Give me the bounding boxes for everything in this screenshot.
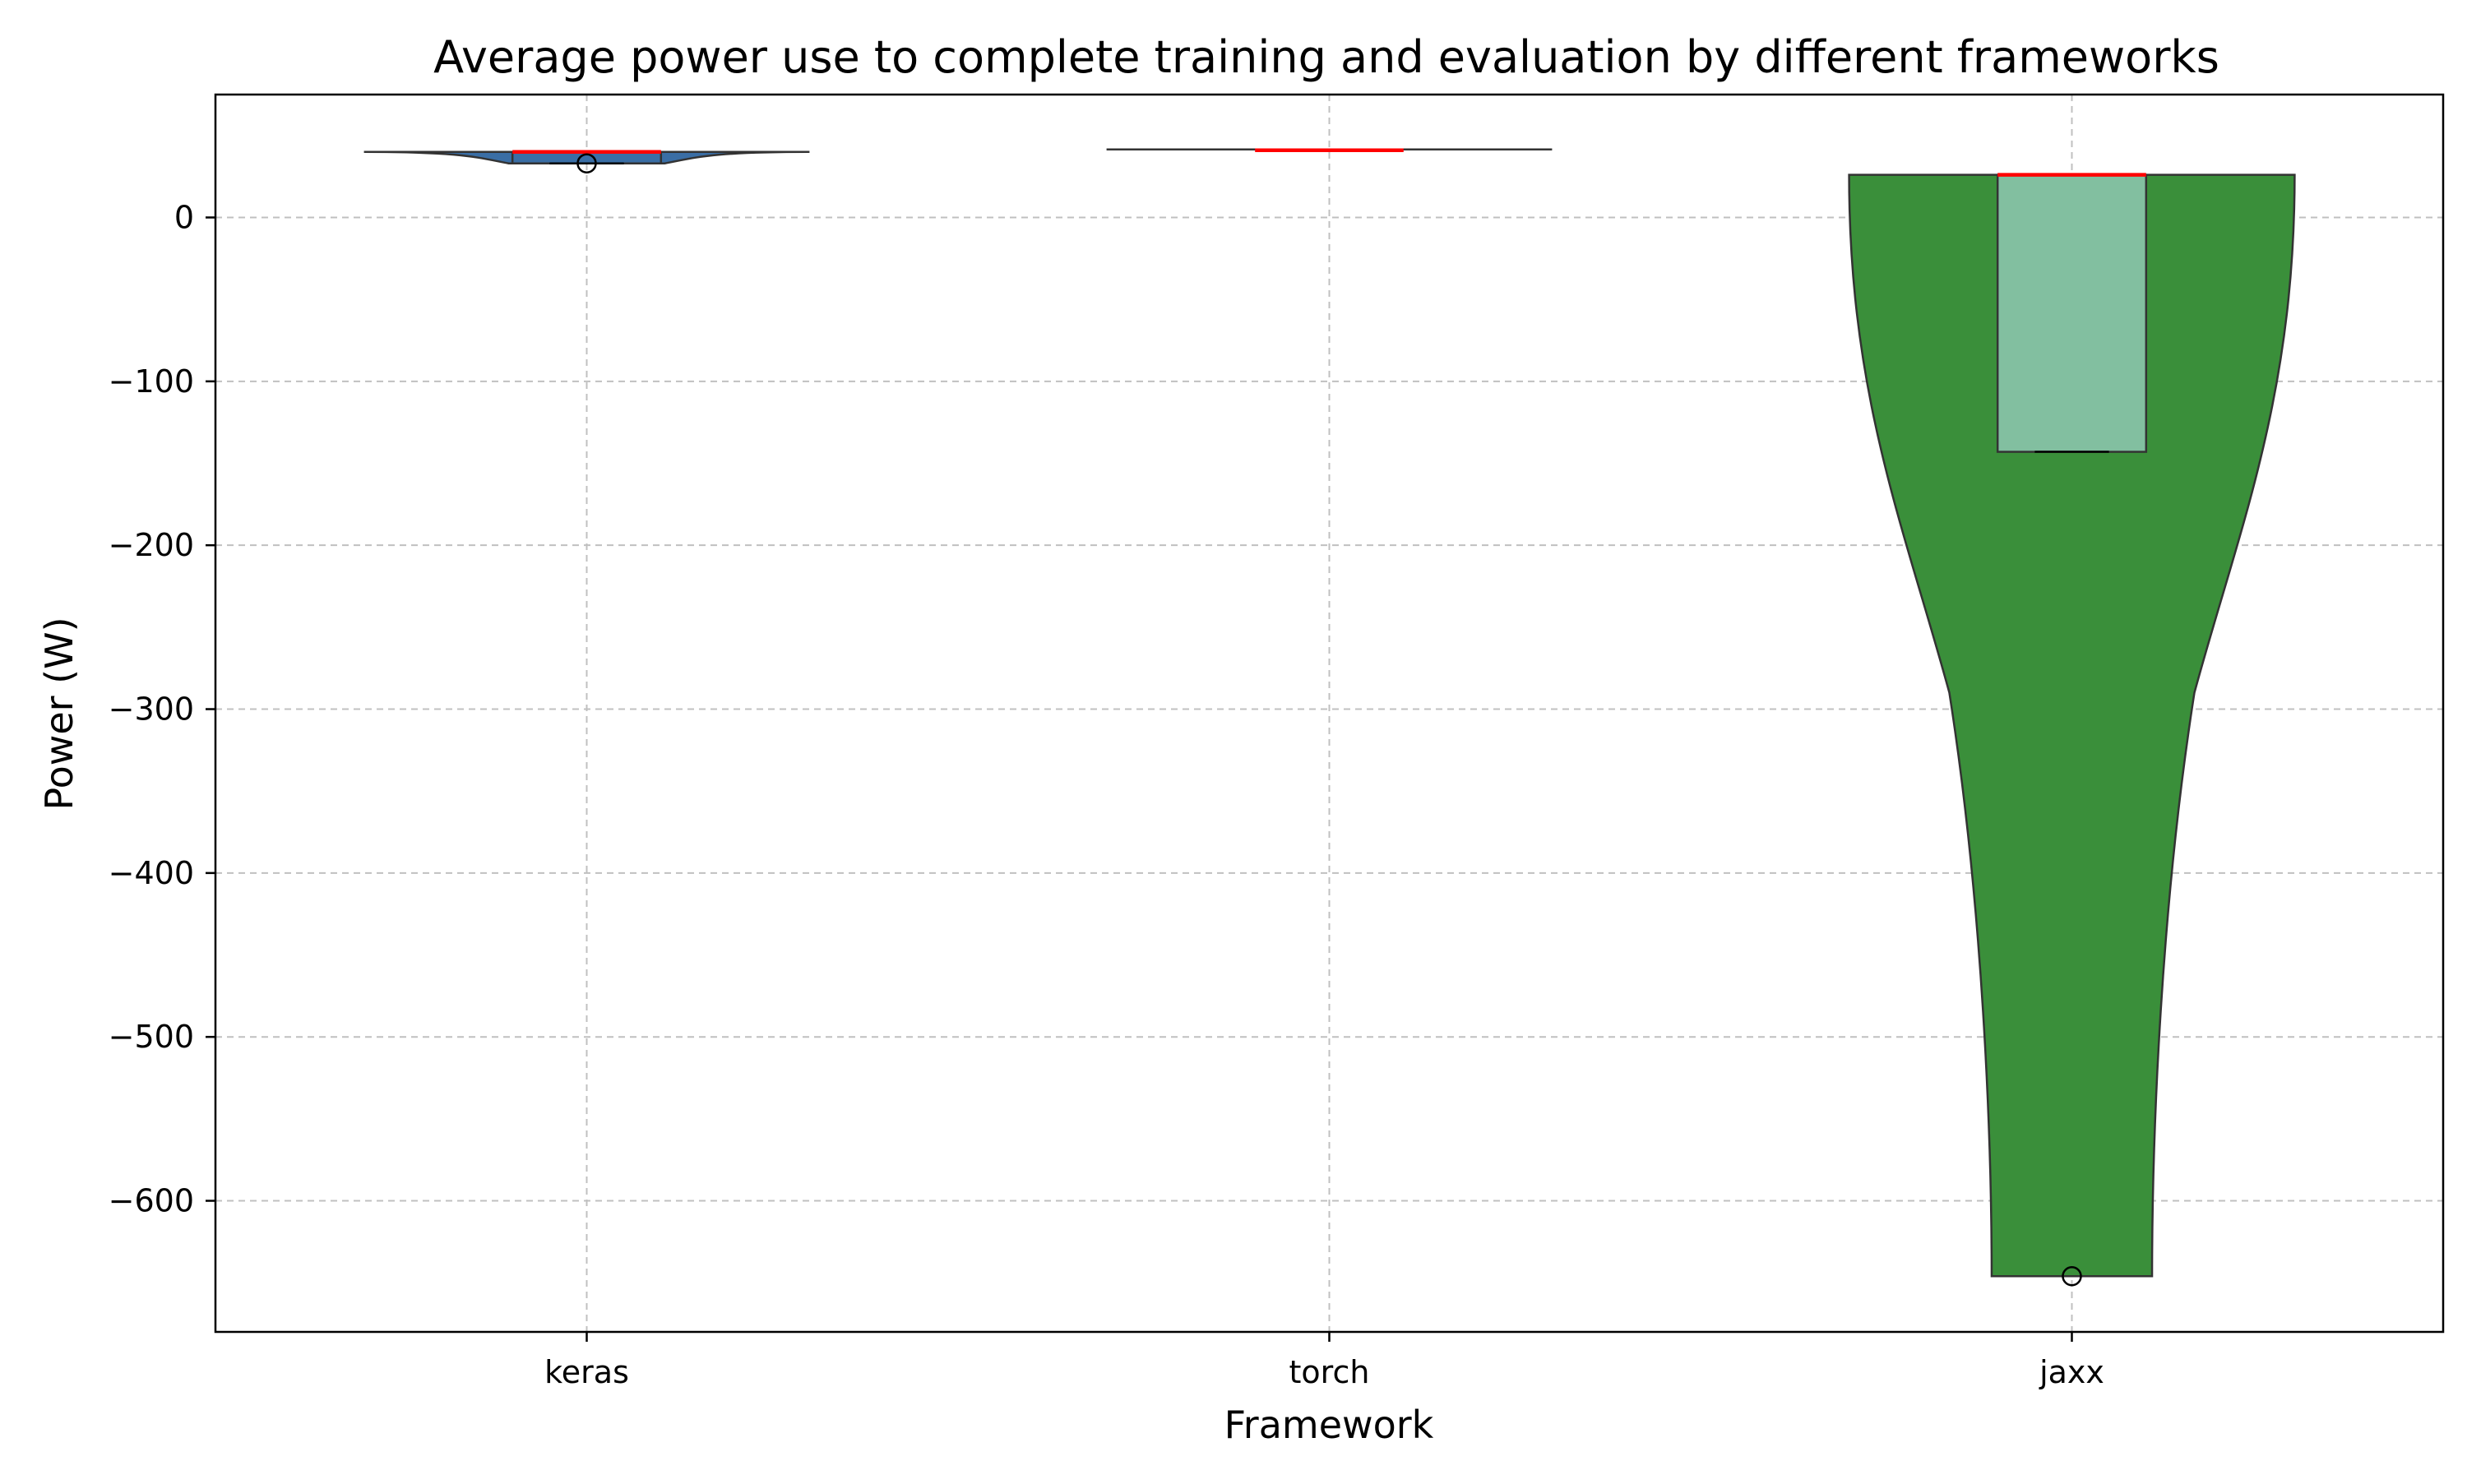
- violin-body-jaxx: [1848, 173, 2296, 1278]
- x-axis-label: Framework: [1224, 1403, 1434, 1447]
- tick-layer: 0 −100 −200 −300 −400 −500 −600 keras torch jaxx: [109, 200, 2104, 1390]
- x-tick-label: keras: [544, 1354, 629, 1390]
- x-tick-label: jaxx: [2039, 1354, 2104, 1390]
- box-jaxx: [1996, 173, 2148, 453]
- y-tick-label: −200: [109, 527, 194, 563]
- chart-title: Average power use to complete training a…: [433, 31, 2219, 83]
- y-tick-label: −300: [109, 691, 194, 728]
- outlier-point-keras: [576, 153, 597, 173]
- x-tick-label: torch: [1289, 1354, 1370, 1390]
- violin-layer: [363, 148, 2296, 1287]
- outlier-point-jaxx: [2062, 1265, 2082, 1287]
- y-tick-label: 0: [174, 200, 194, 236]
- y-tick-label: −400: [109, 855, 194, 891]
- y-axis-label: Power (W): [37, 617, 81, 810]
- y-tick-label: −100: [109, 363, 194, 400]
- y-tick-label: −600: [109, 1183, 194, 1219]
- y-tick-label: −500: [109, 1019, 194, 1055]
